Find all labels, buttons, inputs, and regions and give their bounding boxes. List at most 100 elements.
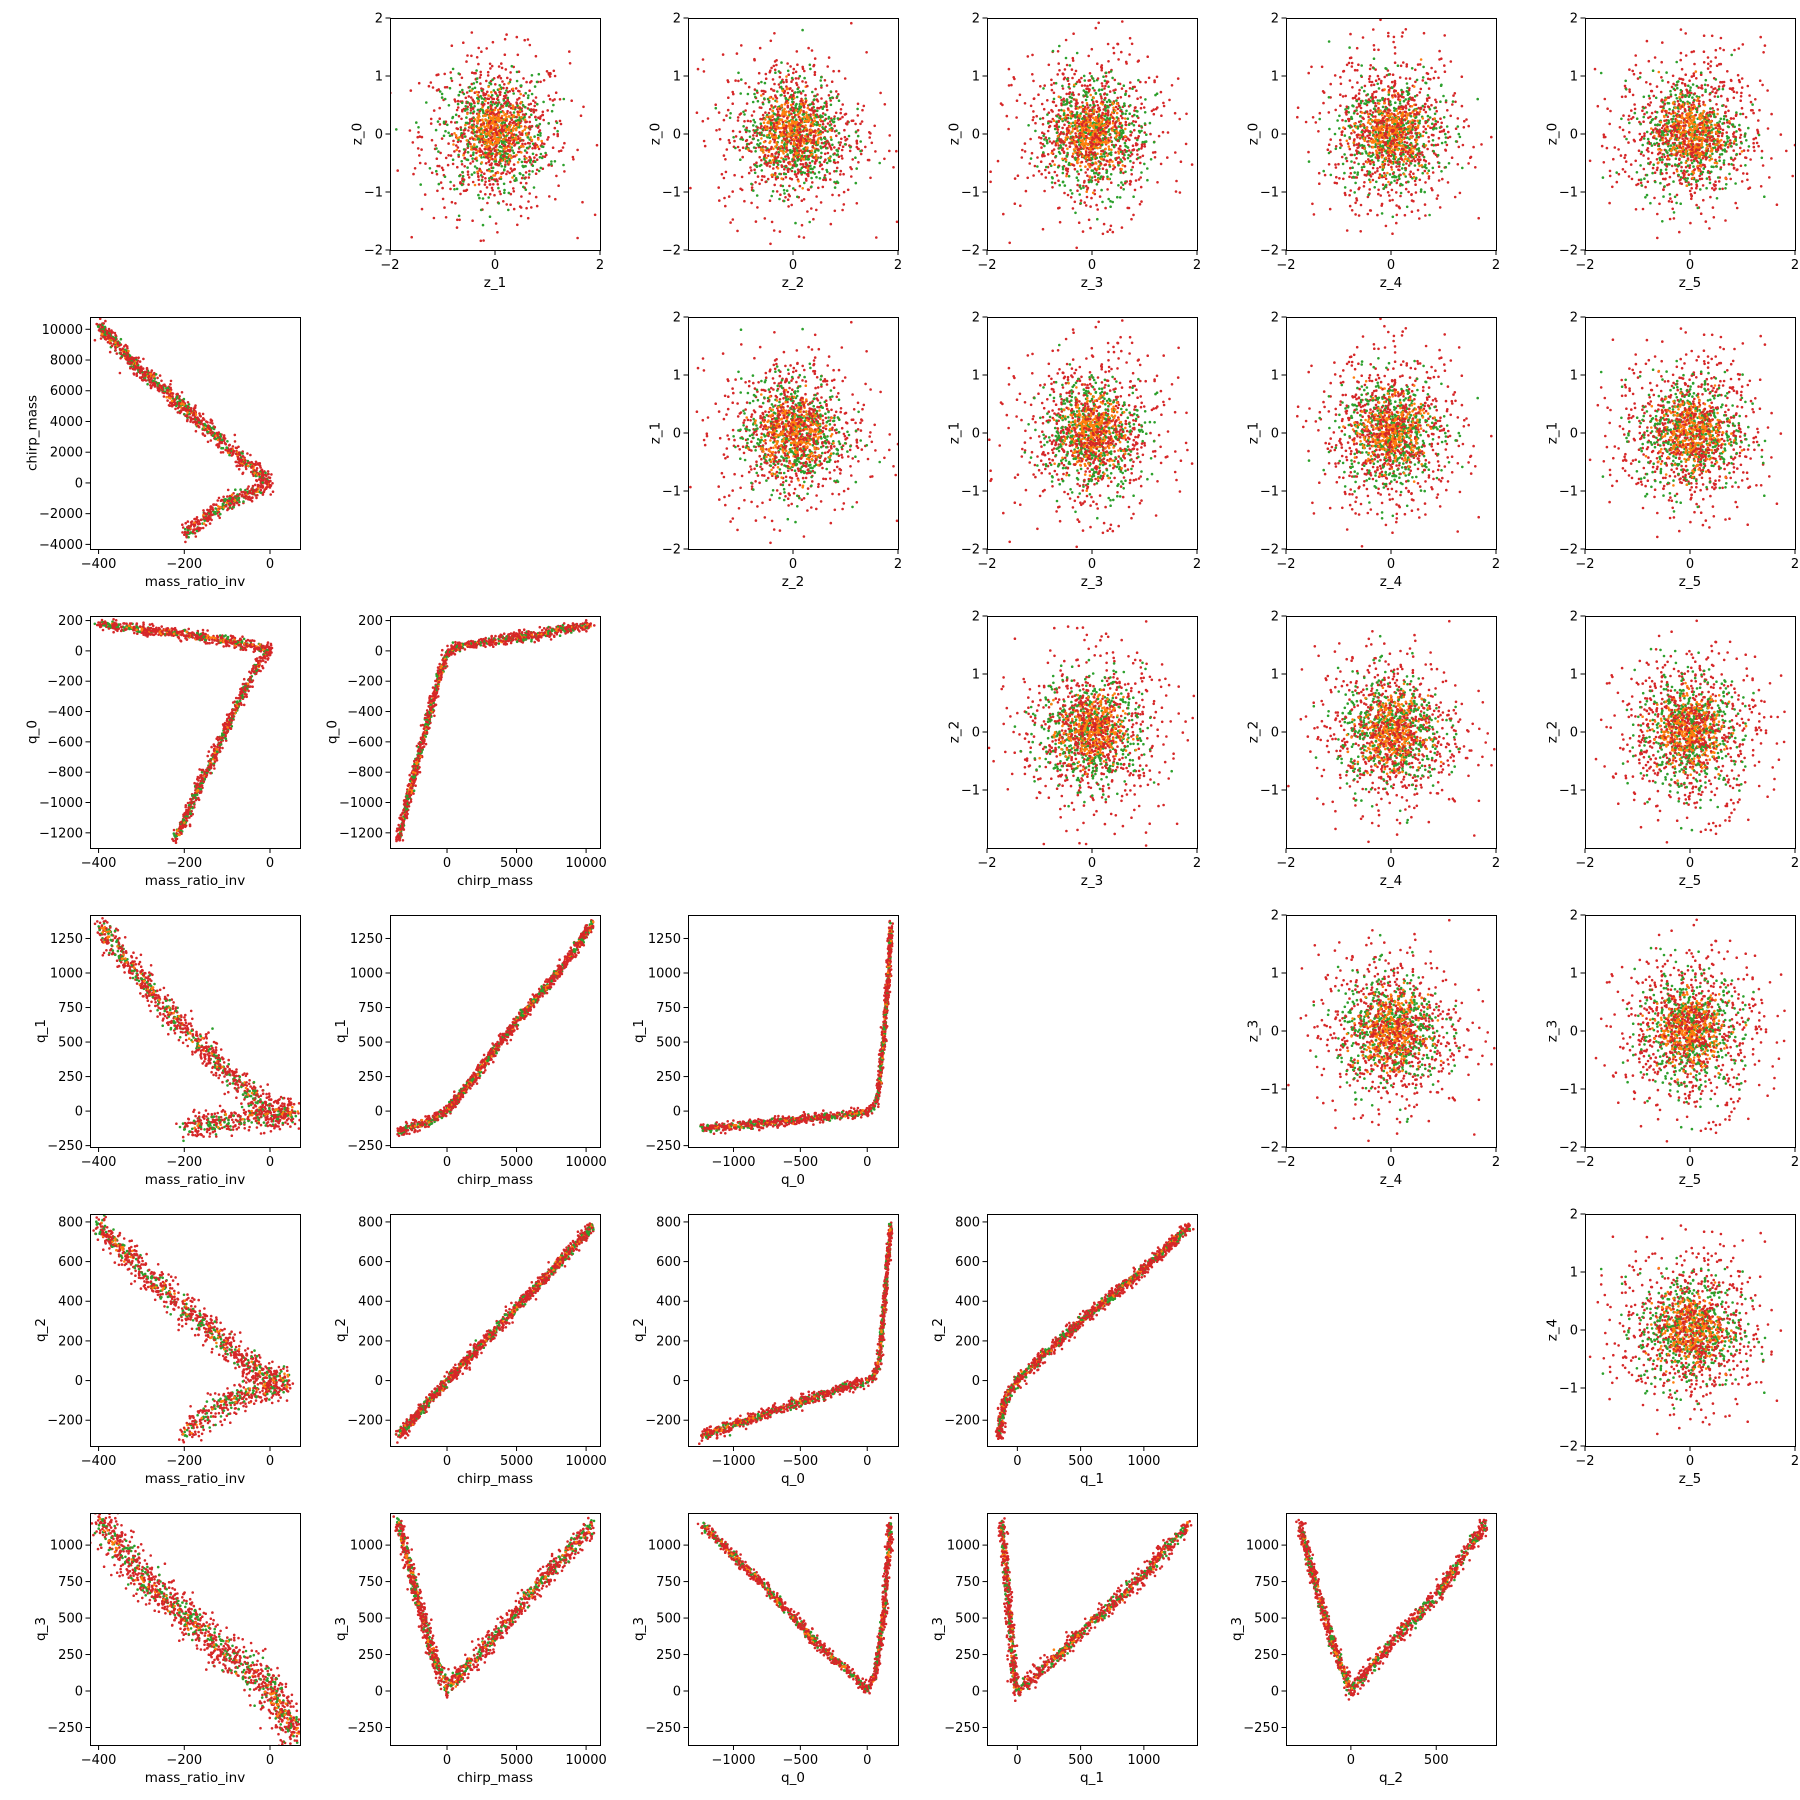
scatter-point — [502, 138, 505, 141]
scatter-point — [754, 220, 758, 223]
scatter-point — [534, 195, 538, 199]
scatter-point — [821, 131, 825, 134]
scatter-point — [754, 181, 757, 184]
scatter-point — [1114, 109, 1117, 112]
scatter-point — [447, 154, 450, 157]
scatter-point — [792, 155, 795, 159]
scatter-point — [534, 96, 538, 99]
scatter-point — [824, 113, 827, 116]
scatter-point — [1117, 82, 1120, 85]
scatter-point — [805, 139, 808, 143]
scatter-point — [1350, 61, 1354, 65]
scatter-point — [1355, 143, 1358, 146]
scatter-point — [497, 113, 501, 117]
scatter-point — [490, 176, 494, 180]
scatter-point — [823, 144, 827, 148]
scatter-point — [553, 126, 557, 130]
scatter-point — [770, 135, 774, 138]
scatter-point — [1100, 120, 1104, 124]
scatter-point — [837, 93, 840, 96]
scatter-point — [776, 110, 780, 113]
scatter-point — [718, 199, 721, 202]
scatter-point — [1073, 200, 1077, 204]
scatter-point — [722, 154, 726, 157]
scatter-point — [502, 134, 506, 137]
scatter-point — [762, 140, 766, 144]
scatter-point — [494, 101, 498, 104]
scatter-point — [798, 110, 802, 114]
scatter-point — [714, 106, 718, 110]
scatter-point — [816, 93, 819, 96]
scatter-point — [718, 137, 722, 141]
scatter-point — [856, 134, 860, 138]
scatter-point — [1124, 112, 1127, 116]
scatter-point — [864, 145, 867, 149]
scatter-point — [447, 131, 450, 135]
scatter-point — [484, 180, 487, 184]
scatter-point — [783, 192, 786, 195]
scatter-point — [784, 158, 788, 161]
scatter-point — [1041, 131, 1044, 134]
scatter-point — [823, 160, 826, 163]
scatter-point — [552, 69, 556, 73]
scatter-point — [1104, 84, 1107, 88]
scatter-point — [466, 151, 470, 154]
scatter-point — [752, 189, 755, 192]
scatter-point — [533, 104, 536, 108]
scatter-point — [1108, 103, 1112, 107]
scatter-point — [455, 121, 459, 124]
scatter-point — [1119, 171, 1122, 174]
scatter-point — [438, 117, 442, 120]
scatter-point — [835, 166, 839, 170]
scatter-point — [1377, 77, 1381, 81]
scatter-point — [794, 77, 798, 80]
scatter-point — [1044, 168, 1047, 172]
scatter-point — [456, 99, 460, 103]
scatter-point — [1420, 151, 1424, 154]
scatter-point — [723, 196, 726, 200]
scatter-point — [755, 134, 758, 137]
scatter-point — [1054, 143, 1058, 147]
scatter-point — [478, 135, 482, 138]
scatter-point — [420, 135, 424, 139]
scatter-point — [861, 108, 864, 112]
scatter-point — [497, 65, 501, 68]
scatter-point — [460, 117, 463, 121]
scatter-point — [495, 123, 499, 126]
scatter-point — [799, 137, 803, 140]
scatter-point — [532, 111, 536, 114]
scatter-point — [1134, 136, 1137, 140]
scatter-point — [836, 149, 839, 152]
scatter-point — [1050, 181, 1054, 184]
scatter-point — [731, 190, 734, 193]
scatter-point — [1095, 183, 1099, 186]
scatter-point — [462, 92, 466, 96]
scatter-point — [1091, 138, 1094, 142]
scatter-point — [828, 172, 832, 175]
scatter-point — [756, 206, 759, 209]
scatter-point — [826, 151, 830, 155]
scatter-point — [795, 83, 799, 87]
scatter-point — [803, 181, 806, 185]
scatter-point — [1062, 112, 1066, 115]
scatter-point — [759, 122, 763, 125]
scatter-point — [1174, 190, 1178, 193]
scatter-point — [800, 199, 804, 202]
scatter-point — [1069, 111, 1072, 114]
scatter-point — [740, 44, 743, 47]
scatter-point — [1096, 104, 1100, 107]
scatter-point — [768, 70, 772, 74]
scatter-point — [778, 197, 781, 201]
scatter-point — [1109, 158, 1112, 162]
scatter-point — [1418, 155, 1421, 159]
scatter-point — [556, 129, 559, 133]
scatter-point — [1117, 58, 1120, 61]
scatter-point — [776, 90, 779, 93]
scatter-point — [752, 110, 756, 113]
scatter-point — [799, 117, 802, 120]
scatter-point — [417, 131, 420, 134]
scatter-point — [1132, 120, 1135, 123]
scatter-point — [1030, 151, 1034, 155]
scatter-point — [753, 171, 757, 175]
